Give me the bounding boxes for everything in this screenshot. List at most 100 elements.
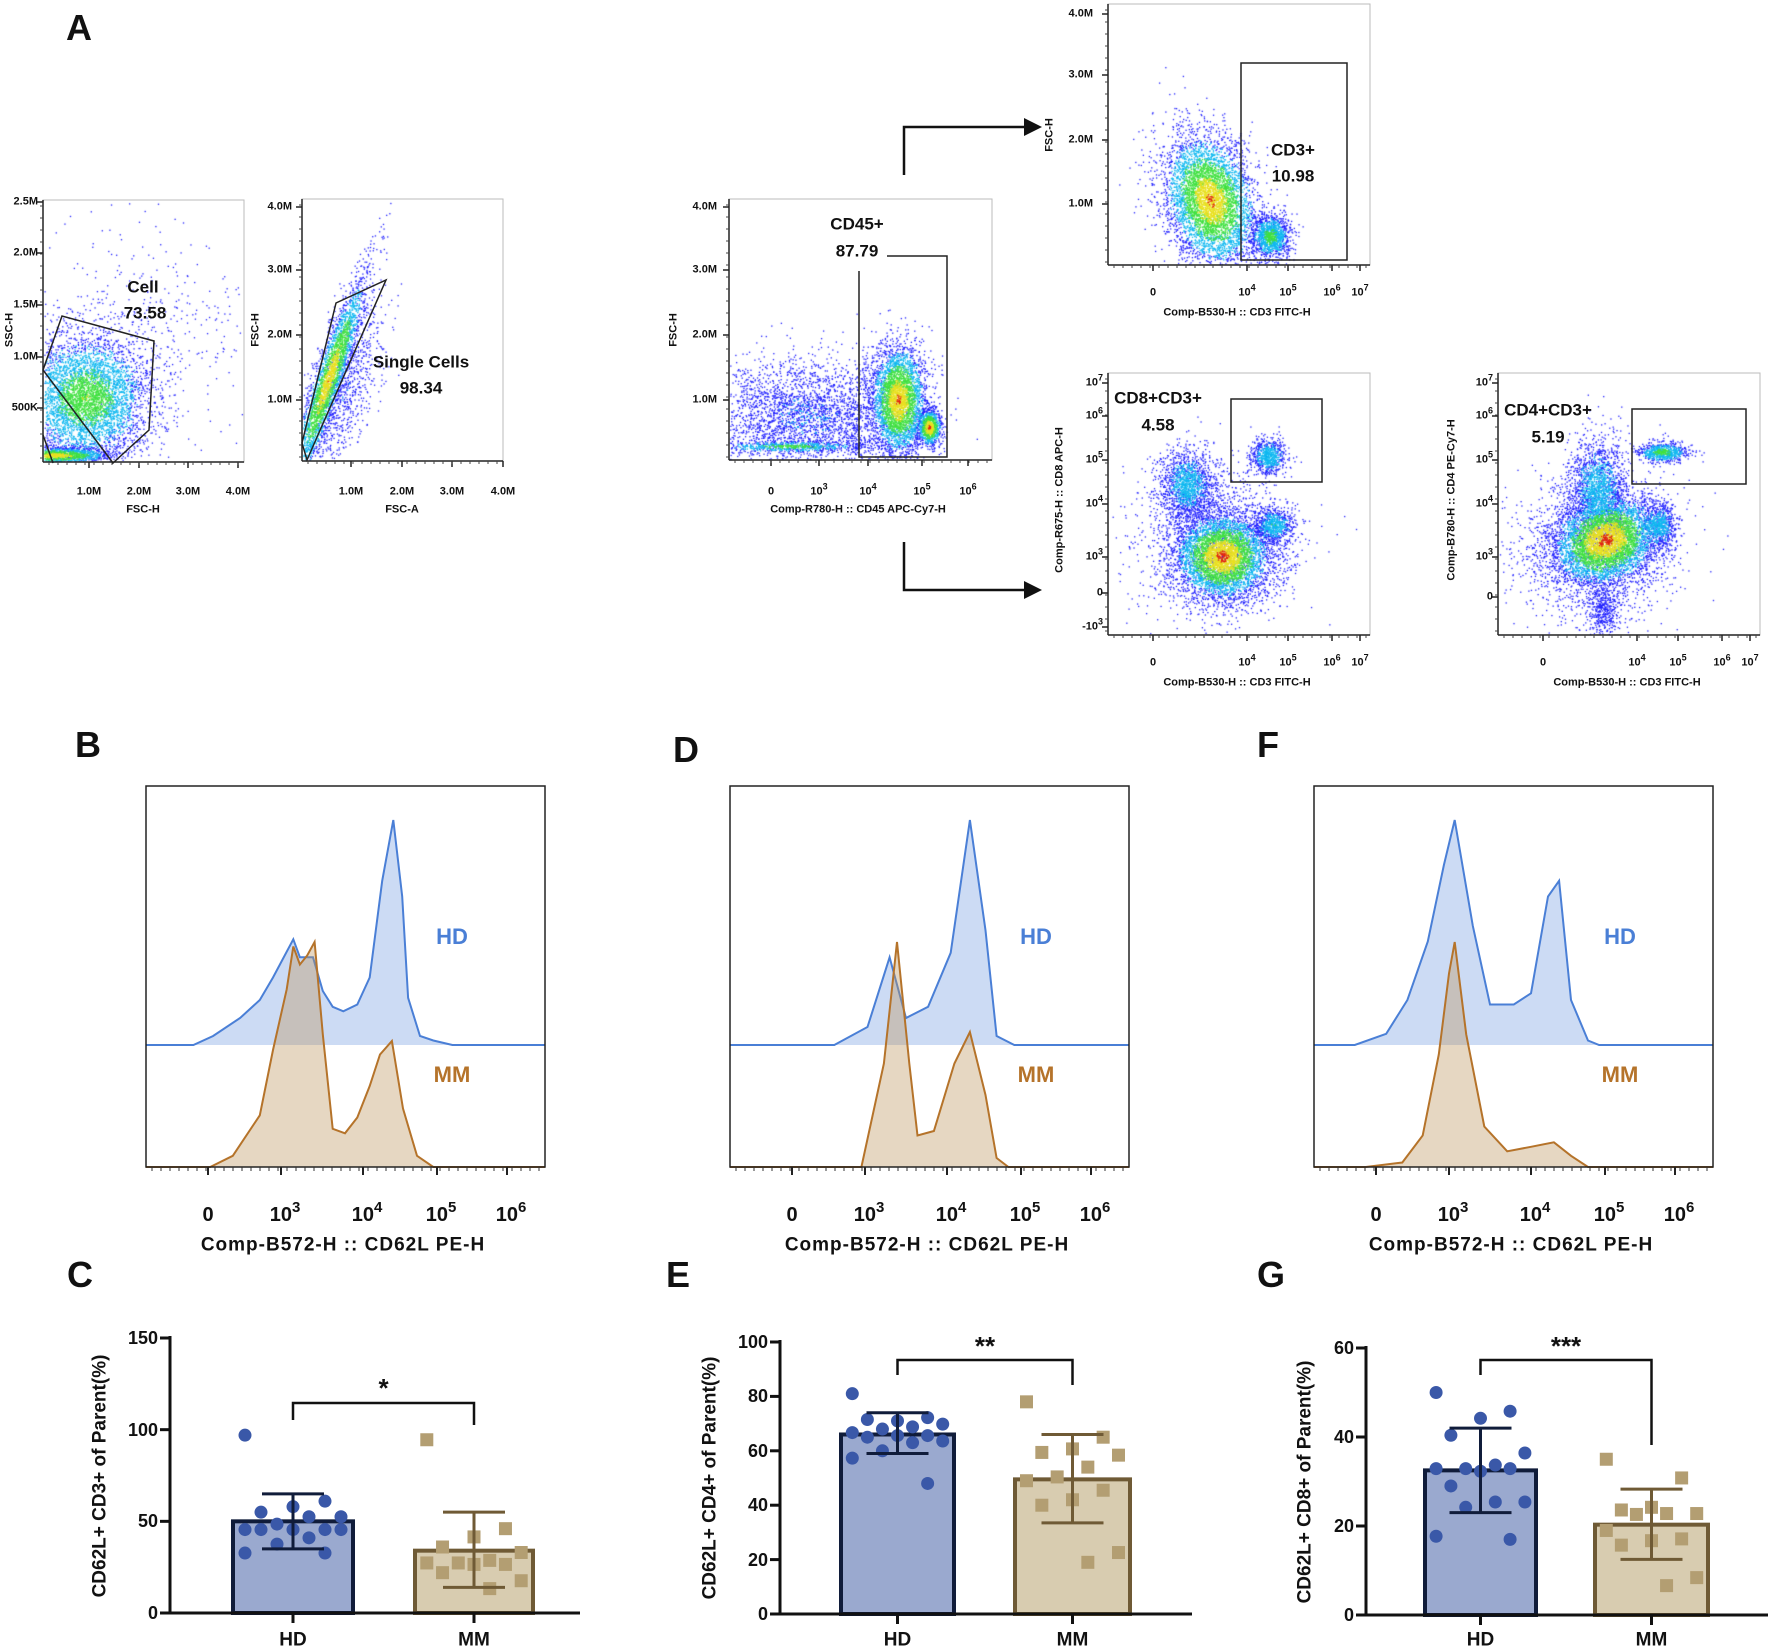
tick-base: 10 bbox=[1279, 656, 1292, 669]
significance-stars: * bbox=[378, 1373, 389, 1403]
data-point bbox=[1081, 1460, 1095, 1474]
histogram-fill-mm bbox=[1314, 942, 1713, 1167]
y-axis-title: FSC-H bbox=[249, 313, 262, 347]
data-point bbox=[498, 1557, 512, 1571]
tick-base: 4.0M bbox=[490, 485, 516, 498]
x-tick-label: 103 bbox=[810, 482, 827, 498]
x-tick-label: 103 bbox=[270, 1200, 301, 1225]
data-point bbox=[845, 1387, 859, 1401]
data-point bbox=[860, 1430, 874, 1444]
data-point bbox=[1503, 1404, 1517, 1418]
tick-base: 10 bbox=[1593, 1204, 1616, 1226]
significance-stars: ** bbox=[974, 1331, 996, 1361]
bar-hd bbox=[839, 1432, 956, 1616]
tick-exponent: 4 bbox=[1250, 282, 1256, 293]
tick-base: 10 bbox=[1475, 497, 1488, 510]
data-point bbox=[875, 1422, 889, 1436]
gate-cd45 bbox=[858, 255, 948, 458]
tick-base: 10 bbox=[1279, 286, 1292, 299]
histogram-line-hd bbox=[146, 819, 545, 1046]
data-point bbox=[1675, 1471, 1689, 1485]
y-tick-label: 107 bbox=[1085, 373, 1103, 389]
data-point bbox=[238, 1546, 252, 1560]
tick-base: 10 bbox=[425, 1204, 448, 1226]
data-point bbox=[436, 1566, 450, 1580]
x-axis-title: Comp-B572-H :: CD62L PE-H bbox=[1368, 1234, 1654, 1256]
data-point bbox=[1690, 1571, 1704, 1585]
tick-base: 4.0M bbox=[267, 200, 292, 213]
tick-base: 10 bbox=[1669, 656, 1682, 669]
data-point bbox=[270, 1517, 284, 1531]
x-tick-label: 106 bbox=[1664, 1200, 1695, 1225]
tick-exponent: 7 bbox=[1363, 652, 1369, 663]
tick-exponent: 5 bbox=[1291, 652, 1297, 663]
y-tick-label: 4.0M bbox=[267, 200, 292, 213]
y-tick-label: 40 bbox=[1333, 1427, 1354, 1447]
tick-exponent: 3 bbox=[822, 481, 828, 492]
y-axis-title: SSC-H bbox=[3, 312, 16, 348]
tick-base: 10 bbox=[853, 1204, 876, 1226]
y-tick-label: -103 bbox=[1082, 617, 1103, 633]
series-label-mm: MM bbox=[433, 1062, 471, 1087]
tick-base: 10 bbox=[1085, 453, 1098, 466]
series-label-hd: HD bbox=[436, 924, 468, 949]
x-tick-label: 104 bbox=[1238, 283, 1255, 299]
y-tick-label: 105 bbox=[1476, 450, 1493, 466]
series-label-mm: MM bbox=[1601, 1062, 1639, 1087]
x-tick-label: 106 bbox=[1323, 653, 1340, 669]
data-point bbox=[936, 1417, 950, 1431]
arrow-to-cd8 bbox=[902, 542, 1028, 592]
panel-label-b: B bbox=[75, 724, 101, 765]
x-tick-label: 107 bbox=[1741, 653, 1758, 669]
y-axis-title: Comp-R675-H :: CD8 APC-H bbox=[1053, 427, 1066, 573]
y-tick-label: 1.0M bbox=[13, 350, 38, 363]
data-point bbox=[1020, 1395, 1033, 1409]
data-point bbox=[1503, 1462, 1517, 1476]
tick-base: 1.0M bbox=[13, 350, 38, 363]
tick-base: 1.0M bbox=[1068, 197, 1093, 210]
y-tick-label: 60 bbox=[1333, 1338, 1354, 1358]
tick-base: 2.5M bbox=[13, 195, 38, 208]
data-point bbox=[302, 1531, 316, 1545]
panel-label-g: G bbox=[1256, 1254, 1286, 1295]
tick-base: 0 bbox=[767, 485, 775, 498]
y-tick-label: 100 bbox=[737, 1332, 768, 1352]
y-tick-label: 150 bbox=[127, 1328, 158, 1348]
tick-base: 2.0M bbox=[389, 485, 415, 498]
tick-base: 10 bbox=[1475, 550, 1488, 563]
data-point bbox=[906, 1436, 920, 1450]
tick-exponent: 5 bbox=[925, 481, 931, 492]
gate-name: Single Cells bbox=[372, 352, 470, 372]
y-axis-title: CD62L+ CD3+ of Parent(%) bbox=[89, 1354, 111, 1597]
tick-base: 1.0M bbox=[692, 393, 717, 406]
x-tick-label: 103 bbox=[853, 1200, 885, 1226]
data-point bbox=[1050, 1470, 1064, 1484]
data-point bbox=[334, 1523, 348, 1537]
data-point bbox=[1488, 1495, 1502, 1509]
tick-exponent: 4 bbox=[871, 481, 877, 492]
x-tick-label: 106 bbox=[959, 482, 976, 498]
x-tick-label: 106 bbox=[1323, 283, 1340, 299]
tick-base: 10 bbox=[1085, 376, 1098, 389]
data-point bbox=[1112, 1546, 1125, 1560]
tick-base: 1.0M bbox=[267, 393, 292, 406]
tick-base: 2.0M bbox=[13, 246, 38, 259]
x-tick-label: 1.0M bbox=[339, 486, 363, 498]
y-tick-label: 2.0M bbox=[13, 246, 38, 259]
tick-base: 10 bbox=[1323, 286, 1336, 299]
data-point bbox=[1429, 1462, 1443, 1476]
data-point bbox=[318, 1523, 332, 1537]
tick-base: 3.0M bbox=[175, 485, 201, 498]
y-tick-label: 4.0M bbox=[1069, 8, 1093, 20]
x-tick-label: 1.0M bbox=[77, 486, 101, 498]
y-tick-label: 0 bbox=[1487, 591, 1493, 603]
x-tick-label: 0 bbox=[1150, 287, 1156, 299]
tick-exponent: 3 bbox=[1459, 1199, 1469, 1216]
tick-base: 500K bbox=[11, 401, 38, 414]
y-tick-label: 1.0M bbox=[692, 393, 717, 406]
tick-base: 10 bbox=[1238, 656, 1251, 669]
data-point bbox=[1488, 1458, 1502, 1472]
data-point bbox=[1660, 1507, 1674, 1521]
gate-name: CD8+CD3+ bbox=[1114, 388, 1202, 408]
data-point bbox=[1518, 1495, 1532, 1509]
